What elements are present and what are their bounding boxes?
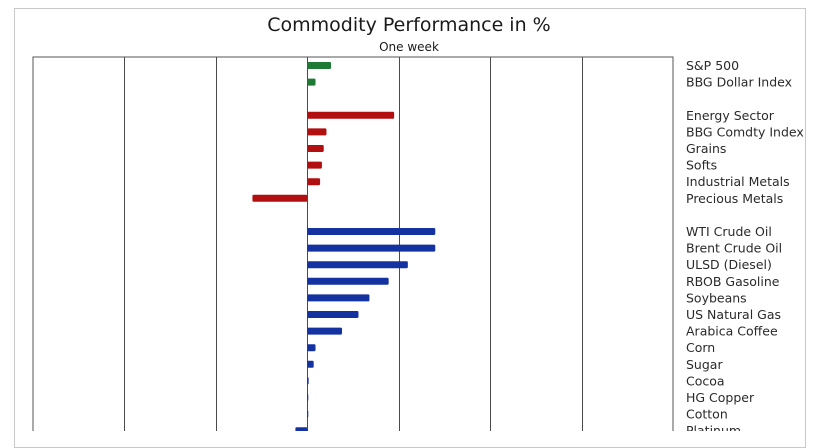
bar xyxy=(307,244,436,252)
category-label: BBG Comdty Index xyxy=(686,124,804,139)
bar xyxy=(307,277,389,285)
bar xyxy=(307,78,316,86)
category-label: Energy Sector xyxy=(686,108,775,123)
category-label: BBG Dollar Index xyxy=(686,75,792,90)
bar-chart: S&P 500 BBG Dollar Index Energy SectorBBG … xyxy=(32,56,804,431)
category-label: US Natural Gas xyxy=(686,307,781,322)
category-label: WTI Crude Oil xyxy=(686,224,772,239)
category-label: Grains xyxy=(686,141,726,156)
category-label: Soybeans xyxy=(686,290,747,305)
category-label: RBOB Gasoline xyxy=(686,274,780,289)
category-label: ULSD (Diesel) xyxy=(686,257,772,272)
chart-title: Commodity Performance in % xyxy=(267,14,551,36)
bar xyxy=(307,128,327,136)
category-label: Softs xyxy=(686,158,717,173)
category-label: Precious Metals xyxy=(686,191,783,206)
bar xyxy=(307,410,309,418)
bar xyxy=(295,427,308,431)
bar xyxy=(307,394,309,401)
category-label: Arabica Coffee xyxy=(686,324,778,339)
bar xyxy=(307,344,316,352)
bar xyxy=(307,228,436,235)
category-label: Platinum xyxy=(686,423,741,431)
plot-area xyxy=(32,56,674,431)
bar xyxy=(307,327,343,335)
category-label: Corn xyxy=(686,340,715,355)
bar xyxy=(307,311,359,318)
chart-subtitle: One week xyxy=(379,40,439,54)
bar xyxy=(307,360,314,368)
category-label: Cotton xyxy=(686,407,728,422)
bar xyxy=(307,161,322,169)
category-label: Cocoa xyxy=(686,373,725,388)
category-label: Industrial Metals xyxy=(686,174,790,189)
category-label: Brent Crude Oil xyxy=(686,241,782,256)
bar xyxy=(307,294,370,302)
bar xyxy=(307,111,395,119)
bar xyxy=(307,261,408,269)
bar xyxy=(307,145,324,152)
bar xyxy=(252,194,308,202)
bar xyxy=(307,62,332,69)
bar xyxy=(307,178,321,186)
category-label: HG Copper xyxy=(686,390,755,405)
category-label: S&P 500 xyxy=(686,58,739,73)
category-label: Sugar xyxy=(686,357,723,372)
bar xyxy=(307,377,309,385)
